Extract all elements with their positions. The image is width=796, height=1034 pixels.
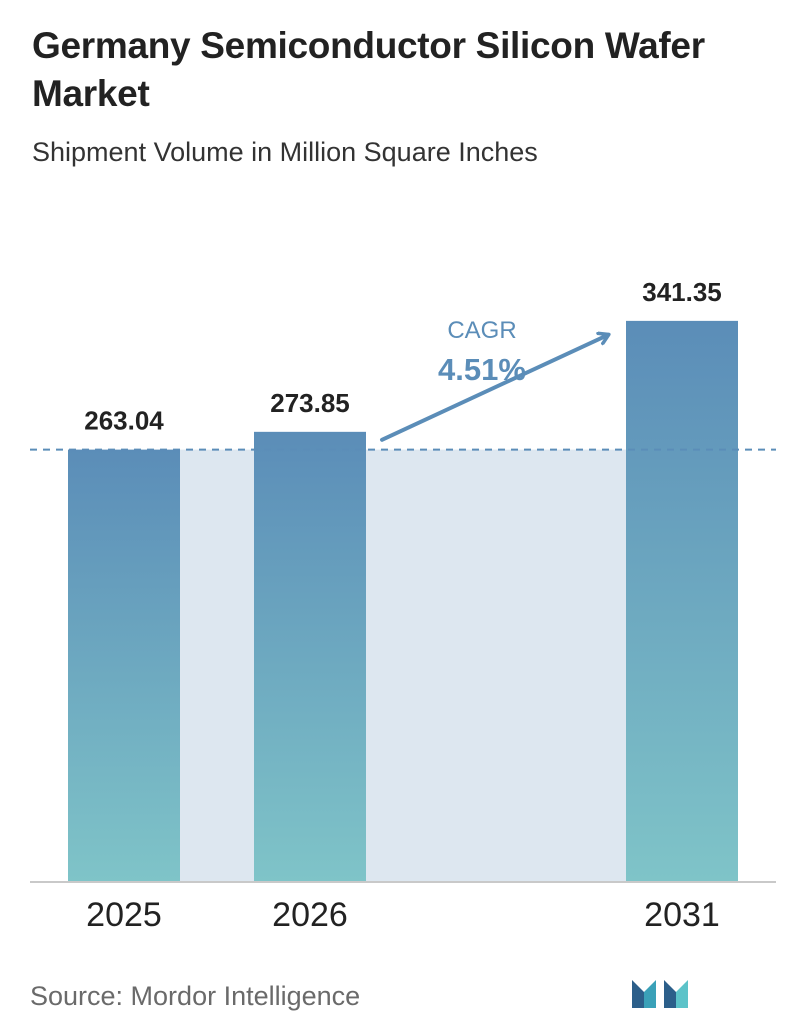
cagr-arrow xyxy=(380,335,608,442)
value-label-2026: 273.85 xyxy=(270,388,350,418)
source-note: Source: Mordor Intelligence xyxy=(30,981,361,1011)
bar-2031 xyxy=(626,320,738,882)
value-label-2025: 263.04 xyxy=(84,406,164,436)
cagr-value: 4.51% xyxy=(438,352,526,387)
category-label-2031: 2031 xyxy=(644,896,720,934)
chart-title: Germany Semiconductor Silicon Wafer Mark… xyxy=(32,25,705,114)
mordor-intelligence-logo-icon xyxy=(632,980,688,1008)
bar-2025 xyxy=(68,449,180,882)
value-label-2031: 341.35 xyxy=(642,277,722,307)
category-label-2026: 2026 xyxy=(272,896,348,934)
category-label-2025: 2025 xyxy=(86,896,162,934)
comparison-band xyxy=(180,449,626,882)
bar-chart: 263.04 2025 273.85 2026 341.35 2031 CAGR 4.51% xyxy=(30,277,776,934)
cagr-label: CAGR xyxy=(447,317,516,344)
bar-2026 xyxy=(254,431,366,882)
chart-subtitle: Shipment Volume in Million Square Inches xyxy=(32,137,538,167)
